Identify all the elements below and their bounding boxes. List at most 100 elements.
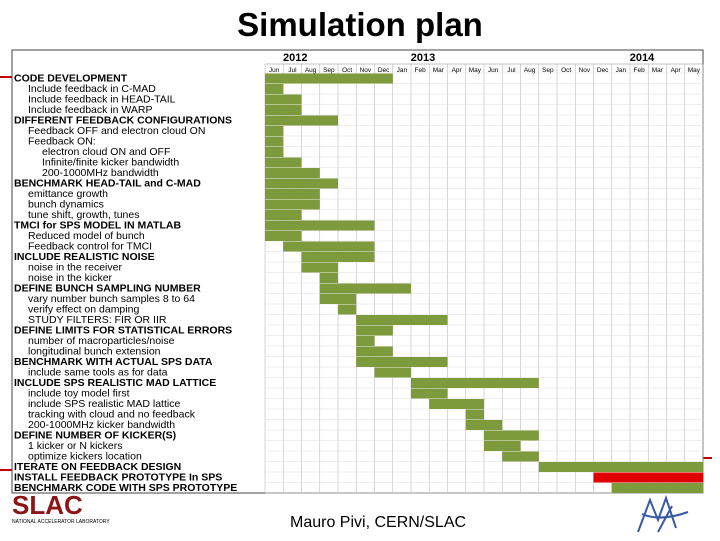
month-label: Jan: [397, 67, 408, 74]
gantt-bar: [265, 115, 338, 126]
gantt-bar: [411, 378, 539, 388]
task-label: DIFFERENT FEEDBACK CONFIGURATIONS: [14, 115, 232, 127]
task-label: DEFINE NUMBER OF KICKER(S): [14, 430, 176, 442]
gantt-bar: [356, 315, 448, 325]
task-label: 1 kicker or N kickers: [28, 440, 123, 452]
year-label: 2013: [411, 52, 435, 64]
month-label: Jan: [616, 67, 627, 74]
task-label: STUDY FILTERS: FIR OR IIR: [28, 314, 167, 326]
task-label: 200-1000MHz kicker bandwidth: [28, 419, 175, 431]
gantt-bar: [611, 483, 703, 493]
month-label: Aug: [305, 67, 317, 74]
task-label: tune shift, growth, tunes: [28, 209, 139, 221]
gantt-header: 2012 2013 2014 Jun Jul Aug Sep Oct Nov Dec Jan Feb M…: [269, 52, 701, 74]
task-label: DEFINE BUNCH SAMPLING NUMBER: [14, 283, 201, 295]
gantt-bar: [484, 441, 521, 451]
task-label: include toy model first: [28, 388, 130, 400]
gantt-bar: [265, 136, 284, 147]
gantt-bar: [319, 273, 338, 283]
task-label: TMCI for SPS MODEL IN MATLAB: [14, 220, 181, 232]
month-label: Apr: [452, 67, 463, 74]
gantt-bar: [411, 388, 448, 399]
task-label: Include feedback in HEAD-TAIL: [28, 94, 176, 106]
month-label: Jul: [288, 67, 297, 74]
task-label: noise in the kicker: [28, 272, 113, 284]
slide-title: Simulation plan: [237, 6, 483, 43]
gantt-bar: [265, 94, 302, 105]
task-label: longitudinal bunch extension: [28, 346, 161, 358]
gantt-bar: [374, 367, 411, 378]
task-label: Reduced model of bunch: [28, 230, 145, 242]
task-label: ITERATE ON FEEDBACK DESIGN: [14, 461, 181, 473]
task-label: BENCHMARK WITH ACTUAL SPS DATA: [14, 356, 213, 368]
gantt-bar: [265, 210, 302, 220]
gantt-bar: [356, 325, 393, 336]
footer-author: Mauro Pivi, CERN/SLAC: [290, 514, 467, 531]
task-label: emittance growth: [28, 188, 108, 200]
task-label: INSTALL FEEDBACK PROTOTYPE In SPS: [14, 472, 222, 484]
gantt-bar: [265, 189, 320, 199]
task-label: BENCHMARK CODE WITH SPS PROTOTYPE: [14, 482, 237, 494]
month-label: Sep: [323, 67, 335, 74]
year-label: 2014: [630, 52, 655, 64]
gantt-bar: [465, 409, 484, 420]
gantt-bar: [319, 294, 357, 304]
gantt-bar: [265, 220, 375, 231]
month-label: Oct: [561, 67, 571, 74]
task-label: verify effect on damping: [28, 304, 139, 316]
month-label: Dec: [597, 67, 609, 74]
gantt-grid: [11, 49, 704, 494]
task-label: BENCHMARK HEAD-TAIL and C-MAD: [14, 178, 201, 190]
gantt-bar: [265, 105, 302, 115]
gantt-bar: [265, 126, 284, 136]
task-label: number of macroparticles/noise: [28, 335, 175, 347]
task-label: INCLUDE SPS REALISTIC MAD LATTICE: [14, 377, 216, 389]
gantt-bar: [265, 157, 302, 168]
month-label: Aug: [524, 67, 536, 74]
month-label: Jun: [488, 67, 499, 74]
task-label: tracking with cloud and no feedback: [28, 409, 196, 421]
task-label: Feedback ON:: [28, 136, 96, 148]
slac-logo-text: SLAC: [12, 492, 83, 520]
gantt-bar: [265, 84, 284, 94]
slac-logo-subtext: NATIONAL ACCELERATOR LABORATORY: [12, 519, 110, 525]
gantt-bar: [502, 451, 539, 462]
gantt-bar: [265, 199, 320, 210]
month-label: Jul: [507, 67, 516, 74]
gantt-bar: [265, 168, 320, 178]
task-label: Feedback control for TMCI: [28, 241, 152, 253]
month-label: May: [469, 67, 482, 74]
task-label: CODE DEVELOPMENT: [14, 73, 128, 85]
gantt-bar: [356, 346, 393, 357]
month-label: Feb: [634, 67, 646, 74]
task-label: Include feedback in WARP: [28, 104, 153, 116]
gantt-bar: [319, 283, 411, 294]
month-label: Mar: [652, 67, 664, 74]
gantt-bar: [484, 430, 539, 441]
task-label: bunch dynamics: [28, 199, 104, 211]
task-label: electron cloud ON and OFF: [42, 146, 170, 158]
gantt-bar: [301, 262, 338, 273]
month-label: Dec: [378, 67, 390, 74]
slac-logo: SLAC NATIONAL ACCELERATOR LABORATORY: [12, 490, 124, 531]
task-label: noise in the receiver: [28, 262, 122, 274]
task-label: include same tools as for data: [28, 367, 168, 379]
gantt-bar: [465, 420, 503, 430]
task-label: INCLUDE REALISTIC NOISE: [14, 251, 155, 263]
task-label: Infinite/finite kicker bandwidth: [42, 157, 179, 169]
gantt-chart: 2012 2013 2014 Jun Jul Aug Sep Oct Nov Dec Jan Feb M…: [0, 49, 712, 495]
month-label: Oct: [342, 67, 352, 74]
gantt-bar: [538, 462, 703, 472]
task-label: Include feedback in C-MAD: [28, 83, 156, 95]
month-label: May: [688, 67, 701, 74]
gantt-bar: [265, 231, 302, 241]
month-label: Nov: [360, 67, 372, 74]
gantt-bar: [283, 241, 375, 252]
month-label: Sep: [542, 67, 554, 74]
task-label: include SPS realistic MAD lattice: [28, 398, 180, 410]
month-label: Mar: [433, 67, 445, 74]
month-label: Apr: [671, 67, 682, 74]
gantt-bar: [301, 252, 375, 262]
gantt-bar: [429, 399, 484, 409]
